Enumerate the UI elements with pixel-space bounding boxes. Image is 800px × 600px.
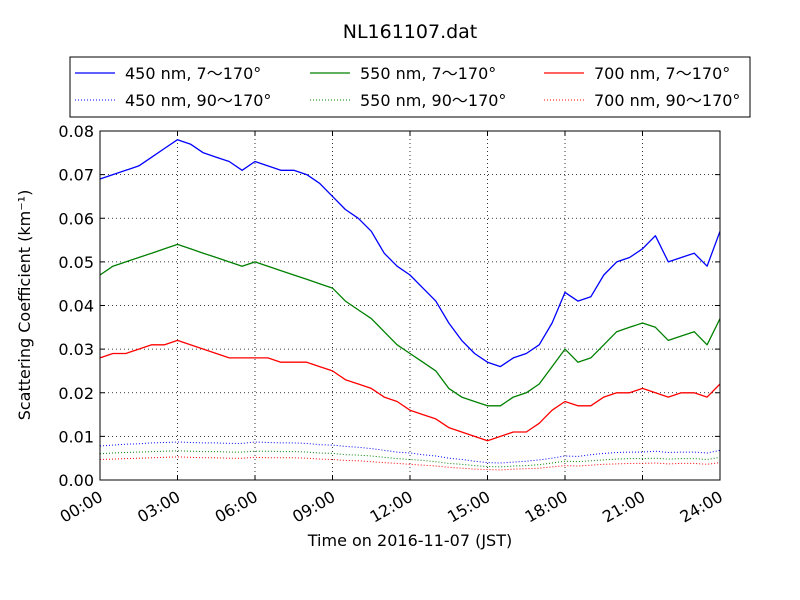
y-tick-label: 0.04	[58, 297, 94, 316]
y-tick-label: 0.08	[58, 122, 94, 141]
y-tick-label: 0.05	[58, 253, 94, 272]
y-tick-labels: 0.00 0.01 0.02 0.03 0.04 0.05 0.06 0.07 0.08	[58, 122, 94, 490]
y-tick-label: 0.02	[58, 384, 94, 403]
legend-label: 450 nm, 90～170°	[125, 91, 271, 110]
legend-frame	[69, 56, 751, 118]
chart-title: NL161107.dat	[343, 21, 478, 43]
x-axis-label: Time on 2016-11-07 (JST)	[307, 531, 512, 550]
legend-label: 700 nm, 90～170°	[594, 91, 740, 110]
legend: 450 nm, 7～170° 550 nm, 7～170° 700 nm, 7～17…	[69, 56, 751, 118]
y-tick-label: 0.06	[58, 209, 94, 228]
ticks	[99, 130, 721, 481]
legend-label: 700 nm, 7～170°	[594, 64, 730, 83]
series-line	[99, 339, 721, 442]
y-tick-label: 0.01	[58, 427, 94, 446]
legend-label: 450 nm, 7～170°	[125, 64, 261, 83]
y-tick-label: 0.00	[58, 471, 94, 490]
series-line	[99, 243, 721, 407]
series-line	[99, 139, 721, 368]
y-tick-label: 0.07	[58, 166, 94, 185]
y-tick-label: 0.03	[58, 340, 94, 359]
series-layer	[99, 139, 721, 471]
legend-label: 550 nm, 7～170°	[360, 64, 496, 83]
y-axis-label: Scattering Coefficient (km⁻¹)	[15, 190, 34, 421]
legend-label: 550 nm, 90～170°	[360, 91, 506, 110]
